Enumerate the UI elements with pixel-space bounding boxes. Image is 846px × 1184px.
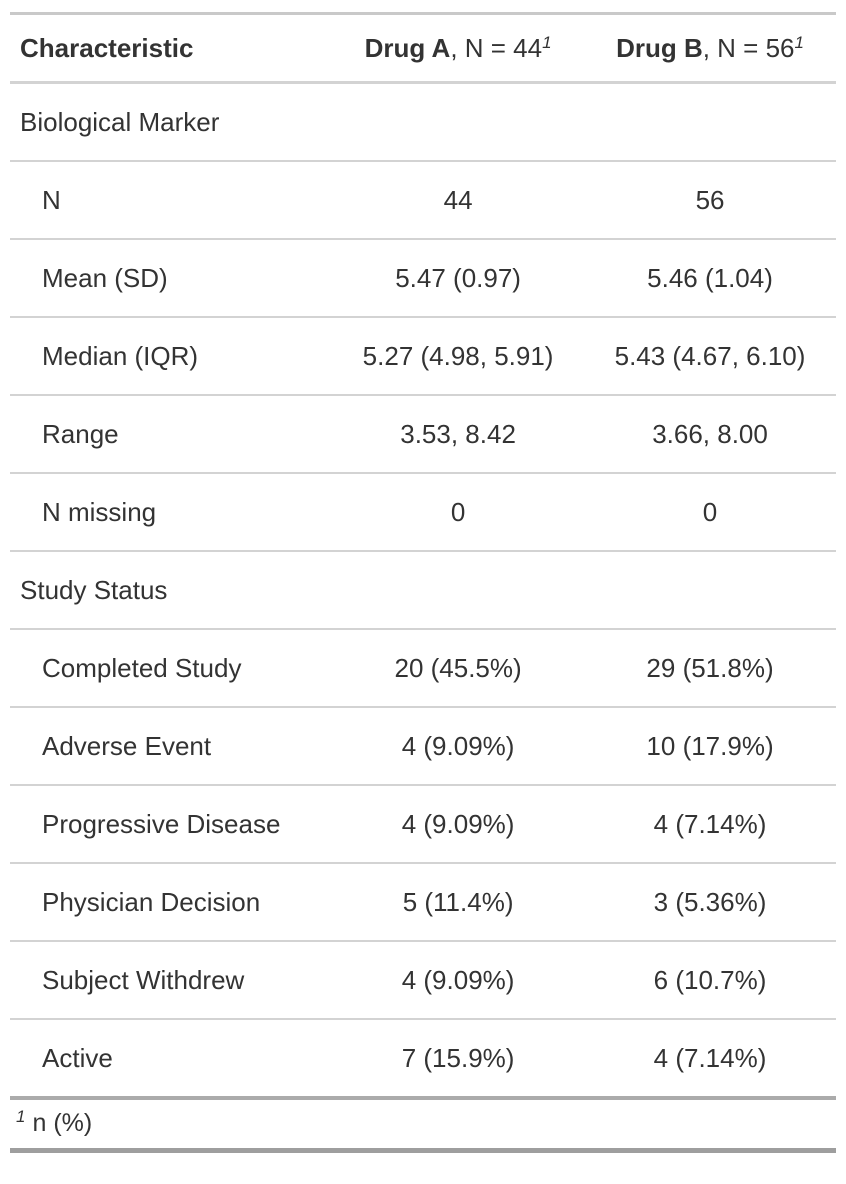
table-footer: 1 n (%) xyxy=(10,1098,836,1153)
footnote-row: 1 n (%) xyxy=(10,1098,836,1153)
drug-a-name: Drug A xyxy=(364,33,451,63)
row-value-drug-a xyxy=(332,551,585,630)
table-row: Completed Study 20 (45.5%) 29 (51.8%) xyxy=(10,629,836,708)
row-label: Subject Withdrew xyxy=(10,941,333,1020)
row-value-drug-a: 5.47 (0.97) xyxy=(332,239,585,318)
row-label: Median (IQR) xyxy=(10,317,333,396)
drug-b-n: , N = 56 xyxy=(702,33,795,63)
column-header-drug-a: Drug A, N = 441 xyxy=(332,13,585,84)
row-value-drug-a: 7 (15.9%) xyxy=(332,1019,585,1100)
row-value-drug-a: 4 (9.09%) xyxy=(332,941,585,1020)
row-value-drug-a: 44 xyxy=(332,161,585,240)
footnote-mark: 1 xyxy=(16,1106,26,1126)
row-value-drug-a: 5 (11.4%) xyxy=(332,863,585,942)
row-value-drug-b xyxy=(584,82,836,162)
table-row: Median (IQR) 5.27 (4.98, 5.91) 5.43 (4.6… xyxy=(10,317,836,396)
table-row: Study Status xyxy=(10,551,836,630)
row-value-drug-b: 10 (17.9%) xyxy=(584,707,836,786)
row-label: N missing xyxy=(10,473,333,552)
table-row: Subject Withdrew 4 (9.09%) 6 (10.7%) xyxy=(10,941,836,1020)
table-row: Mean (SD) 5.47 (0.97) 5.46 (1.04) xyxy=(10,239,836,318)
row-value-drug-a: 4 (9.09%) xyxy=(332,707,585,786)
summary-table: Characteristic Drug A, N = 441 Drug B, N… xyxy=(10,12,836,1153)
row-value-drug-b xyxy=(584,551,836,630)
row-value-drug-a xyxy=(332,82,585,162)
row-label: Physician Decision xyxy=(10,863,333,942)
row-value-drug-a: 20 (45.5%) xyxy=(332,629,585,708)
row-value-drug-a: 5.27 (4.98, 5.91) xyxy=(332,317,585,396)
footnote-text: n (%) xyxy=(32,1109,93,1137)
row-value-drug-b: 56 xyxy=(584,161,836,240)
drug-b-name: Drug B xyxy=(616,33,703,63)
drug-a-footnote-mark: 1 xyxy=(542,32,552,52)
row-label: Mean (SD) xyxy=(10,239,333,318)
column-header-characteristic: Characteristic xyxy=(10,13,333,84)
row-label: Adverse Event xyxy=(10,707,333,786)
table-row: Progressive Disease 4 (9.09%) 4 (7.14%) xyxy=(10,785,836,864)
row-value-drug-b: 3 (5.36%) xyxy=(584,863,836,942)
table-row: Biological Marker xyxy=(10,82,836,162)
table-row: N 44 56 xyxy=(10,161,836,240)
row-value-drug-b: 5.43 (4.67, 6.10) xyxy=(584,317,836,396)
row-label: Range xyxy=(10,395,333,474)
row-label: N xyxy=(10,161,333,240)
table-header: Characteristic Drug A, N = 441 Drug B, N… xyxy=(10,13,836,84)
header-row: Characteristic Drug A, N = 441 Drug B, N… xyxy=(10,13,836,84)
table-row: Adverse Event 4 (9.09%) 10 (17.9%) xyxy=(10,707,836,786)
row-value-drug-b: 5.46 (1.04) xyxy=(584,239,836,318)
row-value-drug-b: 29 (51.8%) xyxy=(584,629,836,708)
table-body: Biological Marker N 44 56 Mean (SD) 5.47… xyxy=(10,82,836,1100)
row-label: Study Status xyxy=(10,551,333,630)
row-label: Progressive Disease xyxy=(10,785,333,864)
row-label: Completed Study xyxy=(10,629,333,708)
table-row: Active 7 (15.9%) 4 (7.14%) xyxy=(10,1019,836,1100)
row-label: Biological Marker xyxy=(10,82,333,162)
column-header-drug-b: Drug B, N = 561 xyxy=(584,13,836,84)
row-value-drug-b: 6 (10.7%) xyxy=(584,941,836,1020)
table-row: Physician Decision 5 (11.4%) 3 (5.36%) xyxy=(10,863,836,942)
row-value-drug-b: 4 (7.14%) xyxy=(584,785,836,864)
table-row: N missing 0 0 xyxy=(10,473,836,552)
footnote-cell: 1 n (%) xyxy=(10,1098,836,1153)
row-label: Active xyxy=(10,1019,333,1100)
row-value-drug-a: 3.53, 8.42 xyxy=(332,395,585,474)
row-value-drug-b: 0 xyxy=(584,473,836,552)
row-value-drug-a: 0 xyxy=(332,473,585,552)
drug-a-n: , N = 44 xyxy=(450,33,543,63)
row-value-drug-b: 4 (7.14%) xyxy=(584,1019,836,1100)
drug-b-footnote-mark: 1 xyxy=(794,32,804,52)
row-value-drug-a: 4 (9.09%) xyxy=(332,785,585,864)
row-value-drug-b: 3.66, 8.00 xyxy=(584,395,836,474)
table-row: Range 3.53, 8.42 3.66, 8.00 xyxy=(10,395,836,474)
